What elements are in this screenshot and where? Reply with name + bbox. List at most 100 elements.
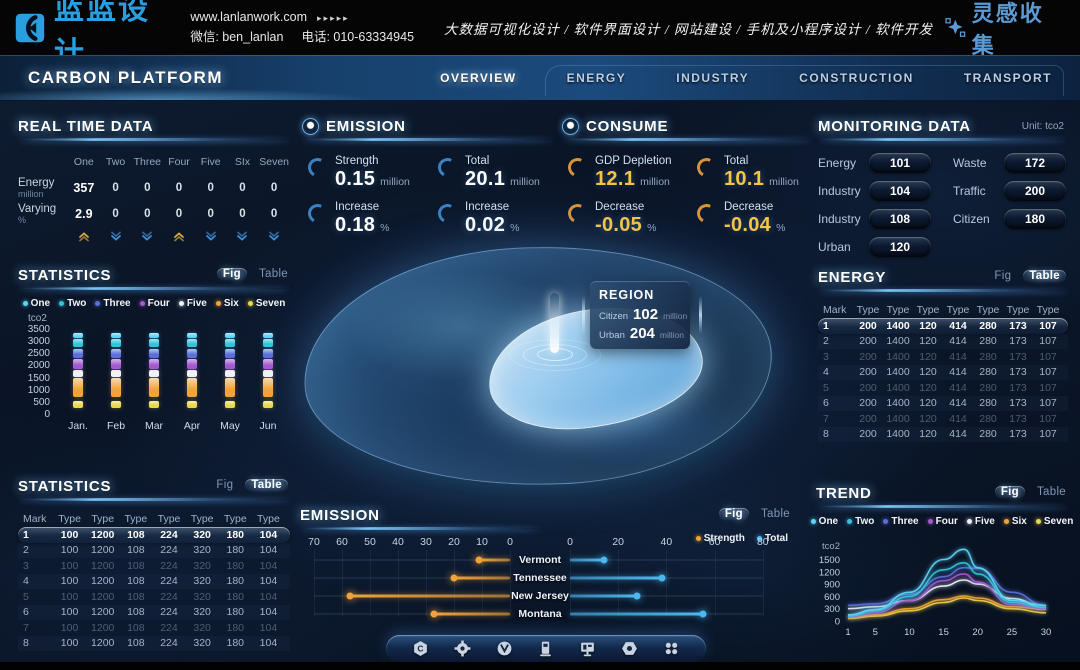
bar-track <box>570 595 763 597</box>
nut-icon[interactable] <box>621 640 638 657</box>
website-url[interactable]: www.lanlanwork.com <box>190 10 308 25</box>
table-cell: 107 <box>1039 397 1057 410</box>
trend-legend: One Two Three Four Five Six Seven <box>810 516 1073 527</box>
stat-unit: % <box>510 222 520 234</box>
table-cell: 104 <box>259 575 278 588</box>
table-row[interactable]: 2 200 1400 120 414 280 173 107 <box>818 333 1068 349</box>
table-row[interactable]: 7 100 1200 108 224 320 180 104 <box>18 620 290 636</box>
y-axis-tick: 900 <box>824 580 840 591</box>
realtime-row-label: Energy million <box>18 177 55 199</box>
fig-toggle[interactable]: Fig <box>216 479 234 491</box>
table-row[interactable]: 6 100 1200 108 224 320 180 104 <box>18 604 290 620</box>
unit-note: Unit: tco2 <box>1021 121 1064 132</box>
table-toggle[interactable]: Table <box>1037 486 1066 498</box>
circle-v-icon[interactable] <box>496 640 513 657</box>
stat-value: 0.15 <box>335 168 376 190</box>
realtime-table: One Two Three Four Five SIx Seven Energy million… <box>18 151 290 242</box>
bottom-toolbar: C <box>386 635 706 662</box>
legend-item-total[interactable]: Total <box>756 533 788 544</box>
fig-toggle[interactable]: Fig <box>994 486 1025 498</box>
sparkle-star-icon <box>945 17 966 37</box>
trend-up-icon <box>163 227 195 242</box>
table-row[interactable]: 4 200 1400 120 414 280 173 107 <box>818 364 1068 380</box>
realtime-value: 0 <box>175 208 183 220</box>
legend-item-one[interactable]: One <box>810 516 838 527</box>
stat-total: Total 10.1 million <box>694 155 812 191</box>
home-hexagon-icon[interactable]: C <box>412 640 429 657</box>
table-row[interactable]: 5 200 1400 120 414 280 173 107 <box>818 380 1068 396</box>
legend-item-seven[interactable]: Seven <box>247 298 285 309</box>
table-cell: 7 <box>23 621 29 634</box>
table-row[interactable]: 7 200 1400 120 414 280 173 107 <box>818 411 1068 427</box>
fig-toggle[interactable]: Fig <box>994 270 1012 282</box>
table-row[interactable]: 3 200 1400 120 414 280 173 107 <box>818 349 1068 365</box>
table-row[interactable]: 2 100 1200 108 224 320 180 104 <box>18 542 290 558</box>
table-toggle[interactable]: Table <box>245 479 288 491</box>
legend-item-three[interactable]: Three <box>883 516 919 527</box>
fig-toggle[interactable]: Fig <box>718 508 749 520</box>
stat-total: Total 20.1 million <box>435 155 554 191</box>
y-axis-tick: 1500 <box>27 372 50 384</box>
left-axis-tick: 20 <box>448 536 460 548</box>
table-row[interactable]: 3 100 1200 108 224 320 180 104 <box>18 558 290 574</box>
table-cell: 224 <box>160 575 178 588</box>
fig-toggle[interactable]: Fig <box>216 268 247 280</box>
monitoring-column-left: Energy 101 Industry 104 Industry 108 Urban 120 <box>818 153 931 257</box>
legend-item-four[interactable]: Four <box>927 516 958 527</box>
table-cell: 107 <box>1039 319 1057 332</box>
table-row[interactable]: 8 200 1400 120 414 280 173 107 <box>818 426 1068 442</box>
table-row[interactable]: 4 100 1200 108 224 320 180 104 <box>18 573 290 589</box>
monitor-icon[interactable] <box>579 640 596 657</box>
table-toggle[interactable]: Table <box>761 508 790 520</box>
apps-grid-icon[interactable] <box>663 640 680 657</box>
stat-label: GDP Depletion <box>595 155 672 167</box>
tab-construction[interactable]: CONSTRUCTION <box>799 71 914 85</box>
monitoring-row: Industry 108 <box>818 209 931 229</box>
legend-item-five[interactable]: Five <box>178 298 207 309</box>
legend-item-six[interactable]: Six <box>1003 516 1027 527</box>
legend-item-six[interactable]: Six <box>215 298 239 309</box>
table-row[interactable]: 5 100 1200 108 224 320 180 104 <box>18 589 290 605</box>
x-axis-label: May <box>220 420 240 432</box>
table-row[interactable]: 1 200 1400 120 414 280 173 107 <box>818 318 1068 334</box>
trend-down-icon <box>100 227 132 242</box>
table-toggle[interactable]: Table <box>1023 270 1066 282</box>
tab-transport[interactable]: TRANSPORT <box>963 71 1052 85</box>
gear-icon[interactable] <box>454 640 471 657</box>
table-row[interactable]: 8 100 1200 108 224 320 180 104 <box>18 635 290 651</box>
table-cell: 1200 <box>91 590 115 603</box>
table-row[interactable]: 1 100 1200 108 224 320 180 104 <box>18 527 290 543</box>
charging-pile-icon[interactable] <box>537 640 554 657</box>
tab-energy[interactable]: ENERGY <box>566 71 627 85</box>
realtime-value: 0 <box>239 208 246 220</box>
title-swoosh <box>18 287 290 290</box>
trend-line-three <box>847 566 1047 607</box>
legend-item-one[interactable]: One <box>22 298 50 309</box>
strength-bar <box>434 612 510 616</box>
legend-item-three[interactable]: Three <box>95 298 131 309</box>
category-label: Tennessee <box>513 572 567 584</box>
stat-value: 0.02 <box>465 214 506 236</box>
table-cell: 280 <box>979 381 997 394</box>
tab-industry[interactable]: INDUSTRY <box>676 71 750 85</box>
legend-item-seven[interactable]: Seven <box>1035 516 1073 527</box>
legend-item-five[interactable]: Five <box>966 516 995 527</box>
energy-table: Mark Type Type Type Type Type Type Type 1 200 1400… <box>818 301 1068 442</box>
legend-item-strength[interactable]: Strength <box>695 533 745 544</box>
legend-item-two[interactable]: Two <box>847 516 874 527</box>
table-cell: 104 <box>259 559 278 572</box>
table-cell: 107 <box>1039 335 1057 348</box>
table-toggle[interactable]: Table <box>259 268 288 280</box>
left-axis-tick: 0 <box>507 536 513 548</box>
legend-item-two[interactable]: Two <box>59 298 86 309</box>
monitoring-label: Industry <box>818 212 861 226</box>
map-3d-region: REGION Citizen 102 million Urban 204 mil… <box>288 229 796 515</box>
table-cell: 414 <box>949 350 967 363</box>
legend-item-four[interactable]: Four <box>139 298 170 309</box>
inspiration-collect-link[interactable]: 灵感收集 <box>945 0 1062 60</box>
table-row[interactable]: 6 200 1400 120 414 280 173 107 <box>818 395 1068 411</box>
tab-overview[interactable]: OVERVIEW <box>440 71 517 85</box>
table-cell: 120 <box>919 335 937 348</box>
